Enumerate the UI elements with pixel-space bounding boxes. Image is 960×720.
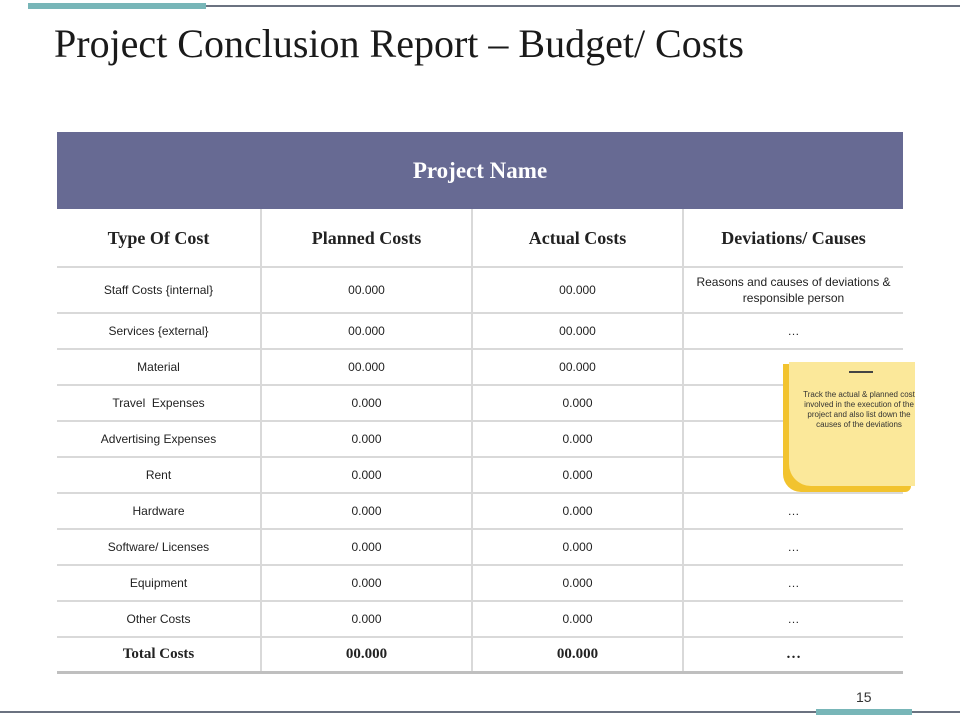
header-planned-costs: Planned Costs — [260, 209, 472, 268]
cost-type-cell: Software/ Licenses — [57, 529, 261, 566]
cost-type-cell: Advertising Expenses — [57, 421, 261, 458]
actual-cell: 00.000 — [471, 267, 683, 314]
planned-cell: 0.000 — [260, 421, 472, 458]
table-row: Travel Expenses 0.000 0.000 — [57, 385, 903, 422]
actual-cell: 0.000 — [471, 493, 683, 530]
deviation-cell: Reasons and causes of deviations & respo… — [682, 267, 903, 314]
bottom-accent-bar — [816, 709, 912, 715]
planned-cell: 0.000 — [260, 493, 472, 530]
deviation-cell: … — [682, 601, 903, 638]
total-actual: 00.000 — [471, 637, 683, 674]
planned-cell: 00.000 — [260, 313, 472, 350]
sticky-note: Track the actual & planned cost involved… — [781, 362, 917, 496]
planned-cell: 0.000 — [260, 457, 472, 494]
deviation-cell: … — [682, 313, 903, 350]
planned-cell: 00.000 — [260, 349, 472, 386]
cost-type-cell: Material — [57, 349, 261, 386]
header-deviations-label: Deviations/ Causes — [721, 227, 866, 248]
total-label: Total Costs — [57, 637, 261, 674]
header-type-of-cost: Type Of Cost — [57, 209, 261, 268]
sticky-note-paper: Track the actual & planned cost involved… — [789, 362, 915, 486]
cost-type-cell: Travel Expenses — [57, 385, 261, 422]
budget-table: Project Name Type Of Cost Planned Costs … — [57, 132, 903, 674]
total-planned: 00.000 — [260, 637, 472, 674]
deviation-cell: … — [682, 493, 903, 530]
actual-cell: 00.000 — [471, 349, 683, 386]
table-row: Staff Costs {internal} 00.000 00.000 Rea… — [57, 267, 903, 314]
actual-cell: 00.000 — [471, 313, 683, 350]
sticky-note-text: Track the actual & planned cost involved… — [803, 390, 915, 429]
cost-type-cell: Staff Costs {internal} — [57, 267, 261, 314]
actual-cell: 0.000 — [471, 601, 683, 638]
actual-cell: 0.000 — [471, 385, 683, 422]
deviation-cell: … — [682, 565, 903, 602]
planned-cell: 0.000 — [260, 529, 472, 566]
cost-type-cell: Services {external} — [57, 313, 261, 350]
table-row: Equipment 0.000 0.000 … — [57, 565, 903, 602]
header-deviations: Deviations/ Causes — [682, 209, 903, 268]
actual-cell: 0.000 — [471, 565, 683, 602]
column-header-row: Type Of Cost Planned Costs Actual Costs … — [57, 209, 903, 268]
table-row: Advertising Expenses 0.000 0.000 — [57, 421, 903, 458]
planned-cell: 0.000 — [260, 385, 472, 422]
page-number: 15 — [856, 689, 872, 705]
table-row: Material 00.000 00.000 — [57, 349, 903, 386]
cost-type-cell: Other Costs — [57, 601, 261, 638]
deviation-cell: … — [682, 529, 903, 566]
total-deviation: … — [682, 637, 903, 674]
actual-cell: 0.000 — [471, 421, 683, 458]
table-row: Hardware 0.000 0.000 … — [57, 493, 903, 530]
table-row: Other Costs 0.000 0.000 … — [57, 601, 903, 638]
total-row: Total Costs 00.000 00.000 … — [57, 637, 903, 674]
planned-cell: 00.000 — [260, 267, 472, 314]
planned-cell: 0.000 — [260, 601, 472, 638]
planned-cell: 0.000 — [260, 565, 472, 602]
actual-cell: 0.000 — [471, 457, 683, 494]
bottom-rule — [0, 711, 960, 713]
actual-cell: 0.000 — [471, 529, 683, 566]
top-accent-bar — [28, 3, 206, 9]
table-row: Rent 0.000 0.000 — [57, 457, 903, 494]
table-row: Software/ Licenses 0.000 0.000 … — [57, 529, 903, 566]
sticky-note-tape — [849, 371, 873, 373]
project-name-header: Project Name — [57, 132, 903, 209]
cost-type-cell: Equipment — [57, 565, 261, 602]
deviation-text: Reasons and causes of deviations & respo… — [696, 275, 891, 305]
cost-type-cell: Rent — [57, 457, 261, 494]
header-actual-costs: Actual Costs — [471, 209, 683, 268]
slide-title: Project Conclusion Report – Budget/ Cost… — [54, 21, 744, 66]
table-row: Services {external} 00.000 00.000 … — [57, 313, 903, 350]
top-rule — [28, 5, 960, 7]
cost-type-cell: Hardware — [57, 493, 261, 530]
cost-table: Type Of Cost Planned Costs Actual Costs … — [57, 209, 903, 674]
